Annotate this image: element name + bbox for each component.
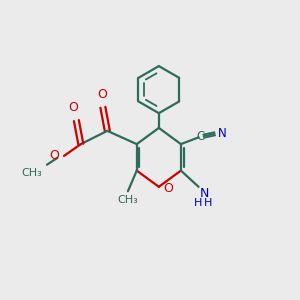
Text: O: O <box>163 182 173 195</box>
Text: CH₃: CH₃ <box>118 195 138 205</box>
Text: CH₃: CH₃ <box>22 168 43 178</box>
Text: H: H <box>194 198 202 208</box>
Text: H: H <box>204 198 212 208</box>
Text: C: C <box>196 130 204 143</box>
Text: N: N <box>200 188 209 200</box>
Text: O: O <box>98 88 107 101</box>
Text: O: O <box>68 101 78 114</box>
Text: N: N <box>218 127 226 140</box>
Text: O: O <box>49 149 59 162</box>
